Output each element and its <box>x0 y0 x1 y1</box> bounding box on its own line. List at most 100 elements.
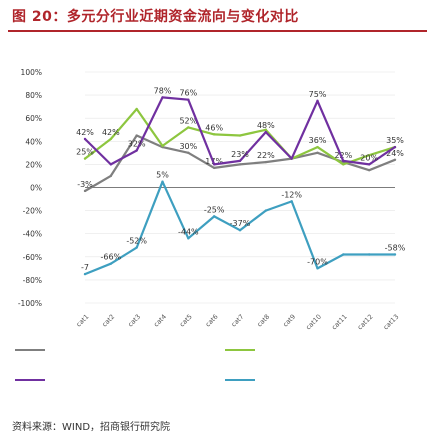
x-tick-label: cat5 <box>178 313 194 329</box>
data-point <box>161 144 164 148</box>
data-label: 42% <box>76 128 94 137</box>
y-tick-label: -40% <box>23 230 42 239</box>
data-point <box>161 96 164 99</box>
data-label: -44% <box>178 227 199 236</box>
data-point <box>109 137 113 141</box>
title-rule <box>8 30 427 32</box>
data-point <box>264 209 268 212</box>
source-note: 资料来源：WIND，招商银行研究院 <box>12 422 171 433</box>
data-label: -37% <box>230 219 251 228</box>
data-point <box>135 149 138 152</box>
data-point <box>212 163 216 166</box>
data-point <box>187 98 190 101</box>
data-point <box>393 145 397 149</box>
x-tick-label: cat7 <box>230 313 246 329</box>
data-label: -12% <box>281 190 302 199</box>
data-point <box>212 215 216 218</box>
data-label: 24% <box>386 149 404 158</box>
data-point <box>109 174 113 178</box>
data-label: -7 <box>81 263 89 272</box>
data-point <box>342 159 345 163</box>
data-point <box>161 180 164 183</box>
data-label: 23% <box>231 150 249 159</box>
data-point <box>342 253 345 256</box>
y-tick-label: 40% <box>25 137 42 146</box>
data-label: 22% <box>257 151 275 160</box>
y-tick-label: -100% <box>18 299 42 308</box>
data-label: 25% <box>76 148 94 157</box>
data-point <box>109 262 113 265</box>
data-point <box>264 128 268 131</box>
data-label: 22% <box>334 151 352 160</box>
y-tick-label: -60% <box>23 253 42 262</box>
data-point <box>109 163 113 166</box>
data-point <box>187 126 190 129</box>
data-point <box>212 133 216 136</box>
data-point <box>83 157 87 160</box>
data-point <box>342 163 345 166</box>
x-tick-label: cat9 <box>281 313 297 329</box>
data-label: 48% <box>257 121 275 130</box>
data-label: -70% <box>307 257 328 266</box>
data-point <box>83 189 87 193</box>
data-point <box>367 253 371 256</box>
data-label: -58% <box>385 243 406 252</box>
data-label: 52% <box>179 116 197 125</box>
data-label: -25% <box>204 205 225 214</box>
x-tick-label: cat1 <box>75 313 91 329</box>
data-point <box>238 134 242 137</box>
data-point <box>135 107 138 111</box>
data-label: -52% <box>126 237 147 246</box>
data-label: -3% <box>77 180 93 189</box>
data-label: 42% <box>102 128 120 137</box>
data-point <box>238 229 242 232</box>
y-tick-label: 60% <box>25 114 42 123</box>
y-tick-label: 80% <box>25 91 42 100</box>
x-tick-label: cat6 <box>204 313 220 329</box>
x-tick-label: cat2 <box>101 313 117 329</box>
data-point <box>316 267 319 270</box>
data-label: 36% <box>309 136 327 145</box>
x-tick-label: cat3 <box>126 313 142 329</box>
y-tick-label: 100% <box>21 68 42 77</box>
data-point <box>367 163 371 166</box>
data-point <box>316 99 319 103</box>
y-tick-label: 20% <box>25 160 42 169</box>
data-label: 17% <box>205 157 223 166</box>
data-point <box>264 130 268 134</box>
data-label: 75% <box>309 90 327 99</box>
data-label: 30% <box>179 142 197 151</box>
x-tick-label: cat10 <box>304 313 323 332</box>
line-chart: 100% 80% 60% 40% 20% 0% -20% -40% -60% -80% -100% c… <box>15 68 406 381</box>
data-label: 46% <box>205 123 223 132</box>
data-point <box>187 237 190 240</box>
data-point <box>316 151 319 155</box>
x-tick-label: cat11 <box>330 313 349 332</box>
data-point <box>290 157 293 160</box>
data-label: -66% <box>100 253 121 262</box>
data-point <box>393 253 397 256</box>
data-label: 35% <box>386 136 404 145</box>
data-point <box>238 159 242 163</box>
y-tick-label: -20% <box>23 207 42 216</box>
data-point <box>135 246 138 249</box>
data-label: 20% <box>360 153 378 162</box>
data-point <box>83 272 87 276</box>
data-point <box>290 200 293 203</box>
data-point <box>264 160 268 164</box>
data-label: 78% <box>154 86 172 95</box>
x-tick-label: cat4 <box>152 313 168 329</box>
data-point <box>187 151 190 155</box>
data-label: 5% <box>156 171 169 180</box>
x-tick-label: cat12 <box>356 313 375 332</box>
x-tick-label: cat8 <box>256 313 272 329</box>
figure-title: 图 20：多元分行业近期资金流向与变化对比 <box>12 9 299 25</box>
data-point <box>367 168 371 172</box>
data-point <box>316 145 319 149</box>
x-tick-label: cat13 <box>382 313 401 332</box>
data-point <box>212 166 216 170</box>
data-point <box>135 134 138 137</box>
data-label: 76% <box>179 89 197 98</box>
data-point <box>393 158 397 161</box>
data-point <box>367 153 371 157</box>
